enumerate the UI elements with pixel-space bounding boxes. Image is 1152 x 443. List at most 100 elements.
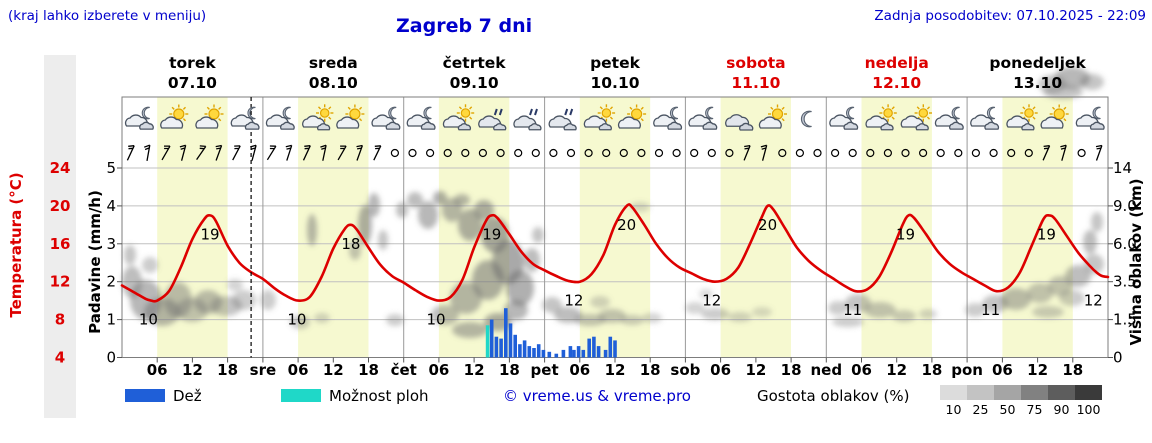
wind-calm-icon	[707, 148, 716, 158]
cloud-density-scale-labels: 10 25 50 75 90 100	[940, 402, 1102, 417]
wind-calm-icon	[918, 148, 928, 158]
day-name: sobota	[726, 54, 786, 72]
wind-barb-icon	[179, 144, 187, 161]
cloud-blob	[524, 248, 540, 272]
rain-bar	[494, 336, 499, 358]
x-tick-label: 06	[288, 361, 309, 379]
temp-point-label: 11	[843, 301, 862, 319]
cloud-blob	[532, 227, 544, 243]
weather-icon-cloud-moon	[265, 106, 295, 130]
cloud-blob	[314, 313, 330, 323]
wind-calm-icon	[672, 148, 681, 158]
cloud-tick-label: 6.0	[1113, 235, 1137, 253]
wind-calm-icon	[584, 148, 593, 158]
temp-axis-strip	[44, 55, 76, 418]
cloud-blob	[349, 240, 361, 260]
cloud-blob	[965, 303, 985, 317]
cloud-blob	[506, 270, 534, 306]
cloud-blob	[290, 315, 310, 329]
weather-icon-cloud-moon	[406, 106, 436, 130]
day-date: 07.10	[168, 74, 217, 92]
x-tick-label: 18	[921, 361, 942, 379]
weather-icon-cloud-moon	[688, 106, 718, 130]
wind-calm-icon	[690, 148, 699, 158]
rain-bar	[527, 346, 532, 358]
temp-point-label: 20	[617, 216, 636, 234]
x-tick-label: 18	[640, 361, 661, 379]
cloud-blob	[474, 200, 494, 220]
rain-bar	[554, 353, 559, 358]
wind-calm-icon	[443, 148, 452, 158]
temp-tick-label: 8	[55, 311, 65, 329]
x-tick-label: 06	[710, 361, 731, 379]
wind-barb-icon	[126, 145, 135, 161]
cloud-blob	[919, 309, 937, 319]
cloud-blob	[431, 305, 459, 325]
cloud-blob	[504, 300, 528, 320]
wind-barb-icon	[743, 144, 751, 161]
precip-tick-label: 2	[106, 273, 116, 291]
wind-calm-icon	[883, 148, 893, 158]
wind-calm-icon	[778, 148, 787, 158]
wind-barb-icon	[320, 144, 327, 161]
rain-bar	[568, 346, 573, 358]
cloud-blob	[142, 257, 158, 273]
density-scale-tick-label: 75	[1026, 402, 1043, 417]
wind-calm-icon	[478, 148, 487, 158]
cloud-blob	[752, 307, 772, 317]
density-scale-segment	[1048, 385, 1075, 400]
day-name: sreda	[309, 54, 358, 72]
rain-bar	[592, 336, 596, 358]
cloud-tick-label: 9.0	[1113, 197, 1137, 215]
cloud-blob	[1032, 306, 1064, 318]
weather-icon-cloud-rain	[548, 108, 577, 131]
rain-legend-swatch	[125, 389, 165, 402]
wind-calm-icon	[848, 148, 857, 158]
rain-bar	[596, 346, 601, 358]
cloud-blob	[1084, 254, 1104, 274]
x-tick-label: 12	[745, 361, 766, 379]
temperature-axis-label: Temperatura (°C)	[7, 172, 25, 318]
shower-legend-label: Možnost ploh	[329, 387, 429, 405]
cloud-blob	[1043, 85, 1083, 99]
x-tick-label: 06	[992, 361, 1013, 379]
temp-tick-label: 12	[50, 273, 71, 291]
wind-calm-icon	[566, 148, 576, 158]
density-scale-segment	[994, 385, 1021, 400]
temp-tick-label: 4	[55, 349, 65, 367]
density-scale-tick-label: 25	[972, 402, 989, 417]
density-scale-tick-label: 100	[1076, 402, 1101, 417]
cloud-blob	[307, 214, 317, 246]
day-name: ponedeljek	[989, 54, 1086, 72]
x-tick-label: 12	[886, 361, 907, 379]
wind-calm-icon	[514, 148, 523, 158]
wind-calm-icon	[549, 148, 558, 158]
weather-icon-cloud-moon	[970, 106, 1000, 130]
cloud-blob	[1083, 230, 1097, 254]
rain-marks-icon	[493, 108, 503, 116]
day-name: nedelja	[865, 54, 929, 72]
wind-calm-icon	[496, 148, 505, 158]
x-tick-label: 18	[358, 361, 379, 379]
x-tick-label: 06	[851, 361, 872, 379]
x-tick-day-abbr: pet	[531, 361, 559, 379]
temp-point-label: 20	[758, 216, 777, 234]
rain-bar	[608, 336, 613, 358]
cloud-blob	[864, 302, 896, 318]
copyright-link[interactable]: © vreme.us & vreme.pro	[503, 387, 691, 405]
temp-tick-label: 16	[50, 235, 71, 253]
x-tick-label: 12	[464, 361, 485, 379]
wind-calm-icon	[866, 148, 875, 158]
wind-calm-icon	[426, 148, 435, 158]
x-tick-day-abbr: čet	[391, 361, 417, 379]
weather-icon-sun-cloud	[617, 104, 647, 129]
cloud-density-scale	[940, 385, 1102, 400]
precip-tick-label: 3	[106, 235, 116, 253]
cloud-blob	[454, 194, 470, 206]
wind-barb-icon	[302, 145, 311, 161]
x-tick-day-abbr: pon	[951, 361, 983, 379]
weather-icon-cloud-sun	[900, 104, 932, 131]
cloud-blob	[1080, 74, 1104, 90]
day-date: 10.10	[590, 74, 639, 92]
wind-barb-icon	[1042, 145, 1051, 161]
